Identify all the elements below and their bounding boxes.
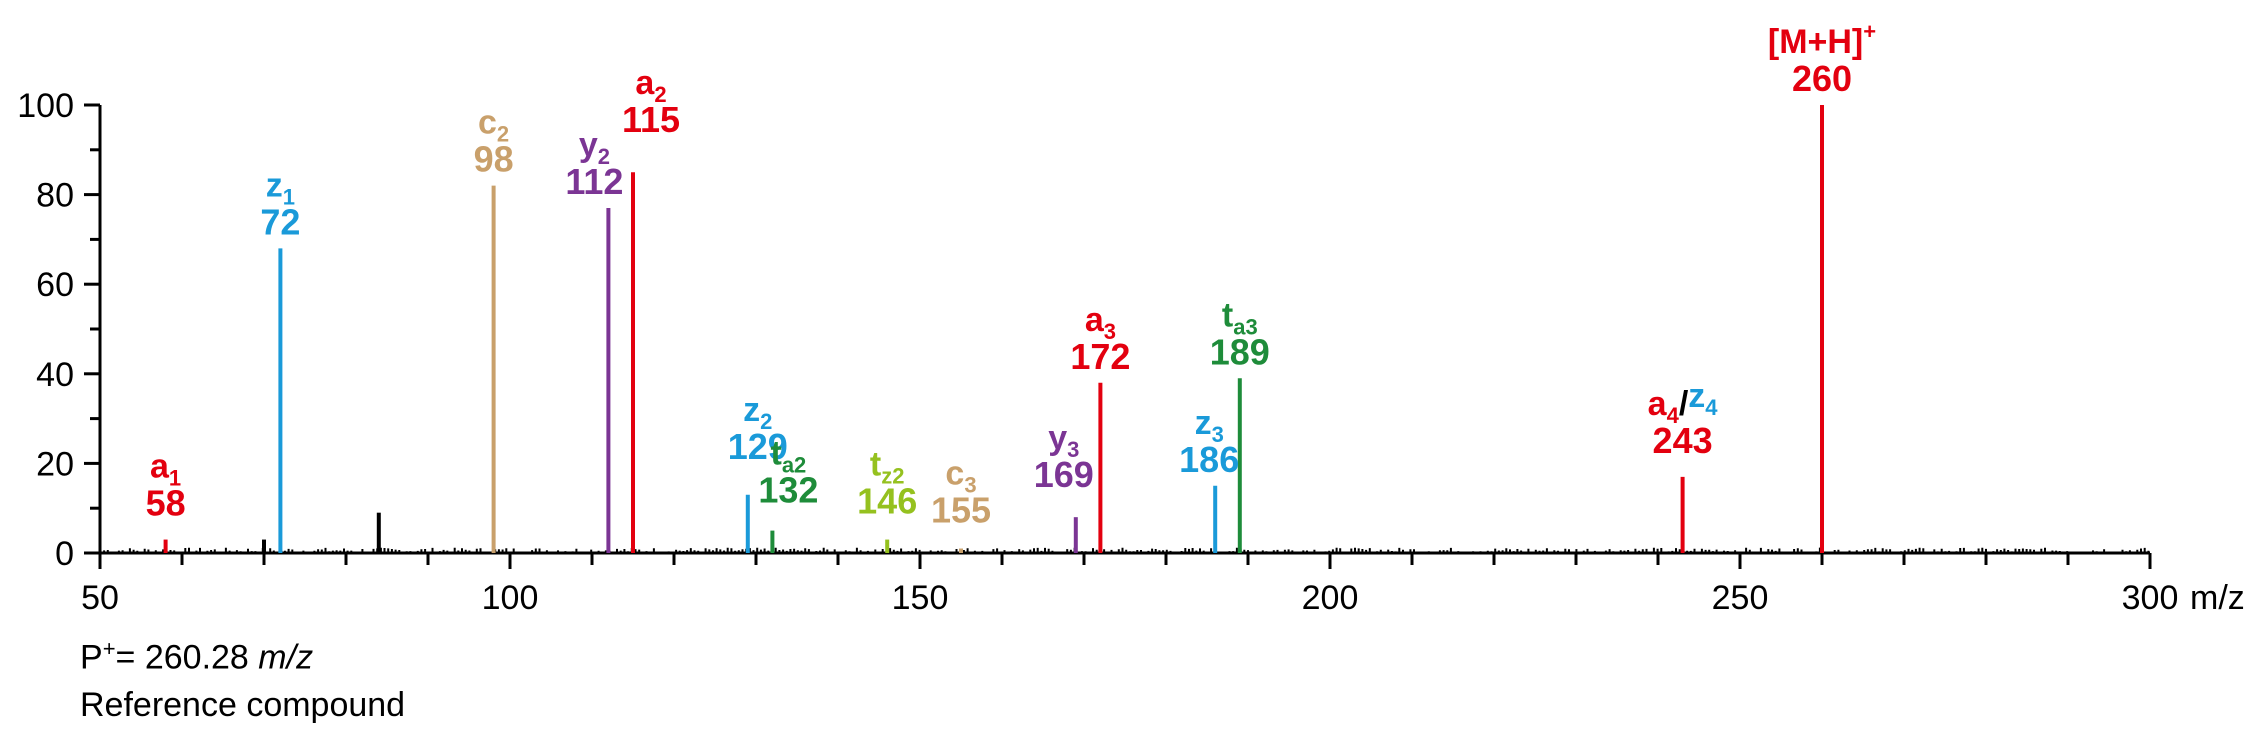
peak-ion-label: z1 (266, 166, 295, 209)
peak-series (163, 105, 1824, 553)
precursor-caption: P+= 260.28 m/z (80, 636, 313, 677)
x-tick-label: 100 (482, 579, 539, 617)
precursor-value: = 260.28 (115, 638, 259, 677)
peak-mz-label: 132 (758, 470, 818, 511)
x-tick-label: 200 (1302, 579, 1359, 617)
peak-ion-label: y3 (1048, 419, 1079, 462)
peak-mz-label: 172 (1070, 336, 1130, 377)
precursor-charge: + (102, 636, 116, 661)
peak-ion-label: a4/z4 (1648, 377, 1719, 428)
peak-mz-label: 98 (474, 139, 514, 180)
x-tick-label: 50 (81, 579, 119, 617)
peak-mz-label: 58 (146, 483, 186, 524)
peak-ion-label: ta3 (1222, 296, 1258, 339)
peak-mz-label: 129 (728, 426, 788, 467)
peak-ion-label: y2 (579, 126, 610, 169)
peak-mz-label: 115 (622, 99, 680, 140)
y-tick-label: 0 (55, 535, 74, 573)
peak-ion-label: c3 (945, 455, 976, 498)
peak-mz-label: 260 (1792, 58, 1852, 99)
x-tick-label: 250 (1712, 579, 1769, 617)
peak-mz-label: 72 (260, 201, 300, 242)
peak-mz-label: 186 (1179, 439, 1239, 480)
peak-ion-label: a2 (635, 64, 666, 107)
y-tick-label: 20 (36, 445, 74, 483)
peak-ion-label: z3 (1195, 404, 1224, 447)
y-tick-label: 60 (36, 266, 74, 304)
peak-ion-label: a1 (150, 448, 181, 491)
precursor-prefix: P (80, 638, 103, 677)
compound-caption: Reference compound (80, 686, 406, 724)
peak-ion-label: [M+H]+ (1768, 19, 1876, 61)
peak-ion-label: c2 (478, 104, 509, 147)
peak-ion-label: a3 (1085, 301, 1116, 344)
chart-axes: 50 100 150 200 250 300 m/z 0 20 40 60 80 100 (17, 87, 2245, 617)
x-tick-label: 300 (2122, 579, 2179, 617)
peak-mz-label: 146 (857, 481, 917, 522)
peak-mz-label: 189 (1210, 331, 1270, 372)
peak-mz-label: 169 (1034, 454, 1094, 495)
peak-ion-label: ta2 (770, 435, 806, 478)
y-tick-label: 100 (17, 87, 74, 125)
peak-mz-label: 112 (565, 161, 623, 202)
x-tick-label: 150 (892, 579, 949, 617)
x-axis-label: m/z (2190, 579, 2245, 617)
precursor-unit: m/z (258, 638, 314, 677)
peak-mz-label: 155 (931, 490, 991, 531)
peak-mz-label: 243 (1653, 420, 1713, 461)
y-tick-label: 80 (36, 177, 74, 215)
peak-ion-label: z2 (743, 391, 772, 434)
peak-ion-label: tz2 (870, 446, 905, 489)
y-tick-label: 40 (36, 356, 74, 394)
